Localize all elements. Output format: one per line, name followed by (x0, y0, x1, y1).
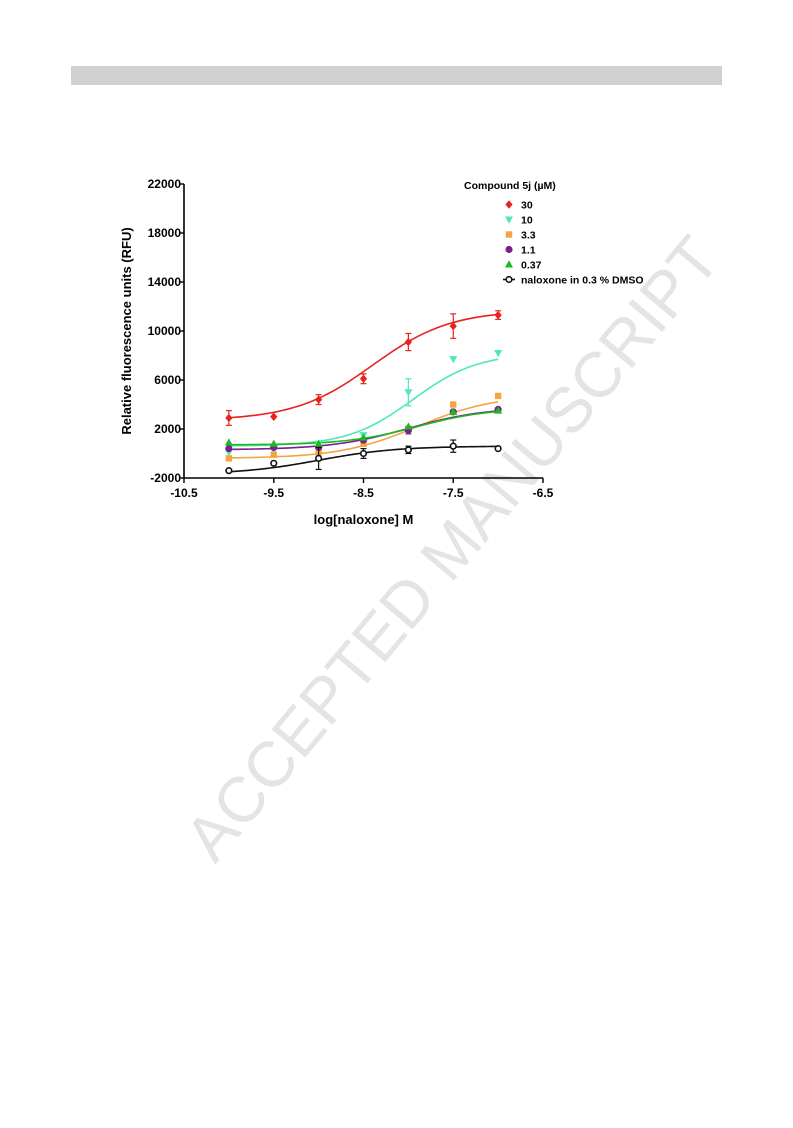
data-point (404, 389, 413, 397)
header-bar (71, 66, 722, 85)
legend-label: 3.3 (521, 230, 536, 242)
legend-marker (505, 275, 513, 284)
data-point (315, 454, 323, 463)
data-point (270, 451, 277, 458)
x-tick-label: -6.5 (533, 486, 554, 500)
data-point (404, 422, 413, 430)
data-point (450, 401, 457, 408)
y-tick-label: 18000 (148, 226, 182, 240)
x-tick-label: -7.5 (443, 486, 464, 500)
data-point (494, 310, 502, 320)
chart-axes: -2000 2000 6000 10000 14000 18000 22000 -10.5 -9… (119, 177, 554, 527)
data-point (224, 438, 233, 446)
legend-marker (505, 200, 513, 209)
x-tick-label: -9.5 (263, 486, 284, 500)
data-point (225, 455, 233, 462)
data-point (270, 459, 278, 467)
data-point (225, 445, 233, 453)
fit-curve (228, 313, 499, 419)
y-tick-label: 10000 (148, 324, 182, 338)
legend: Compound 5j (µM) 30 10 3.3 1.1 0.37 naloxone i… (464, 180, 644, 287)
y-tick-label: 22000 (148, 177, 182, 191)
data-point (314, 439, 323, 447)
y-axis-label: Relative fluorescence units (RFU) (119, 227, 134, 434)
data-point (449, 321, 457, 331)
x-tick-label: -8.5 (353, 486, 374, 500)
data-point (360, 440, 367, 447)
data-point (359, 433, 368, 441)
data-point (315, 395, 323, 404)
watermark: ACCEPTED MANUSCRIPT (171, 223, 734, 874)
legend-title: Compound 5j (µM) (464, 180, 556, 192)
data-point (404, 446, 412, 454)
legend-marker (505, 260, 513, 268)
y-tick-label: 6000 (154, 373, 181, 387)
data-point (494, 350, 503, 358)
legend-marker (505, 231, 513, 238)
legend-marker (505, 216, 513, 224)
legend-label: 0.37 (521, 260, 542, 272)
data-point (225, 413, 233, 423)
data-point (494, 406, 503, 414)
legend-label: 30 (521, 200, 533, 212)
y-tick-label: 2000 (154, 422, 181, 436)
data-point (359, 449, 368, 458)
data-points (224, 310, 503, 475)
data-point (494, 445, 502, 453)
y-tick-label: 14000 (148, 275, 182, 289)
data-point (449, 442, 457, 450)
x-tick-label: -10.5 (170, 486, 198, 500)
data-point (494, 392, 502, 400)
legend-label: naloxone in 0.3 % DMSO (521, 275, 644, 287)
watermark-text: ACCEPTED MANUSCRIPT (171, 223, 734, 874)
legend-label: 1.1 (521, 245, 536, 257)
legend-marker (505, 245, 513, 254)
data-point (449, 407, 458, 415)
data-point (404, 337, 412, 347)
data-point (225, 467, 233, 475)
data-point (449, 356, 458, 364)
data-point (270, 412, 278, 421)
data-point (359, 374, 368, 383)
legend-label: 10 (521, 215, 533, 227)
y-tick-label: -2000 (150, 471, 181, 485)
x-axis-label: log[naloxone] M (314, 512, 414, 527)
data-point (269, 439, 278, 447)
